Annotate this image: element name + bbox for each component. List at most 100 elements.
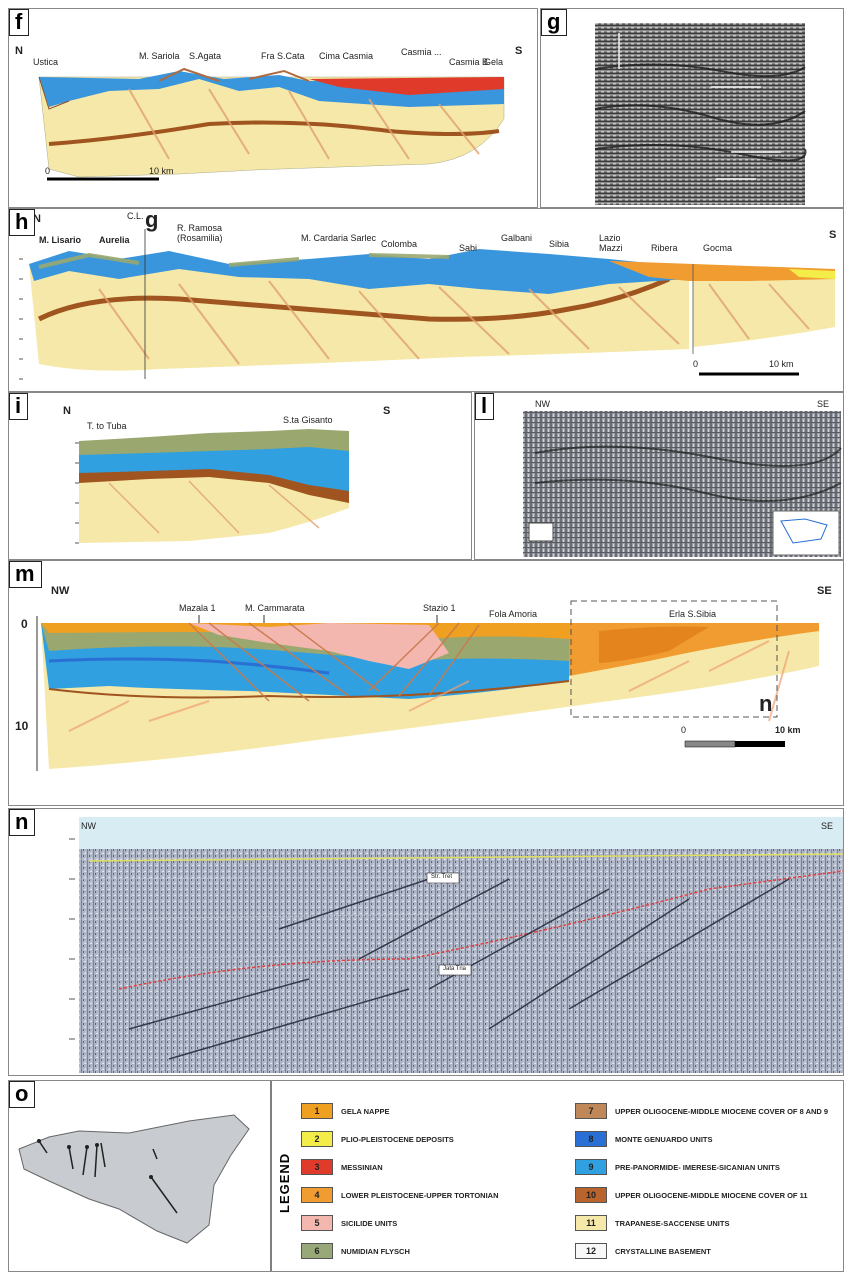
section-ref-g: g [145, 208, 159, 232]
panel-i: i N S T. to Tuba S.ta Gisanto [8, 392, 472, 560]
well-label: M. Cardaria Sarlec [301, 233, 377, 243]
scale-label: 10 km [775, 725, 801, 735]
cross-section-f [38, 67, 505, 181]
seismic-profile-g [594, 23, 807, 205]
seismic-profile-l [523, 411, 842, 557]
direction-nw-n: NW [81, 821, 96, 831]
well-label: Aurelia [99, 235, 130, 245]
legend-item: 2 PLIO-PLEISTOCENE DEPOSITS [301, 1131, 454, 1147]
panel-l: l NW SE [474, 392, 844, 560]
direction-s-i: S [383, 405, 391, 417]
well-label: M. Sariola [139, 51, 180, 61]
legend-swatch: 7 [575, 1103, 607, 1119]
panel-label-o: o [9, 1081, 36, 1108]
panel-n: n NW SE Str. Tret Jata Tria [8, 808, 844, 1076]
legend-item: 7 UPPER OLIGOCENE-MIDDLE MIOCENE COVER O… [575, 1103, 839, 1119]
well-label: Gela [484, 57, 504, 67]
legend-label: LOWER PLEISTOCENE-UPPER TORTONIAN [341, 1190, 499, 1200]
depth-label-10: 10 [15, 719, 29, 733]
direction-n-f: N [15, 45, 23, 57]
legend-item: 11 TRAPANESE-SACCENSE UNITS [575, 1215, 729, 1231]
panel-label-i: i [9, 393, 29, 420]
well-label: Erla S.Sibia [669, 609, 717, 619]
scale-zero: 0 [681, 725, 687, 735]
legend-label: PRE-PANORMIDE- IMERESE-SICANIAN UNITS [615, 1162, 780, 1172]
panel-o: o LEGEND 1 GELA NAPPE 2 PLIO-PLEISTOCENE… [8, 1080, 844, 1272]
legend-label: UPPER OLIGOCENE-MIDDLE MIOCENE COVER OF … [615, 1190, 808, 1200]
horizon-label: Jata Tria [443, 966, 467, 972]
well-label: S.Agata [189, 51, 222, 61]
direction-n-h: N [33, 213, 41, 225]
well-label: R. Ramosa [177, 223, 223, 233]
legend-swatch: 11 [575, 1215, 607, 1231]
legend-item: 10 UPPER OLIGOCENE-MIDDLE MIOCENE COVER … [575, 1187, 839, 1203]
location-map-sicily [18, 1081, 272, 1271]
panel-f: f N S Ustica M. Sariola S.Agata Fra S.Ca… [8, 8, 538, 208]
legend-swatch: 5 [301, 1215, 333, 1231]
direction-s-h: S [829, 229, 837, 241]
well-label: Ustica [33, 57, 59, 67]
panel-label-l: l [475, 393, 495, 420]
seismic-profile-n [69, 817, 843, 1073]
well-label: (Rosamilia) [177, 233, 223, 243]
legend-swatch: 6 [301, 1243, 333, 1259]
direction-nw-l: NW [535, 399, 550, 409]
cl-label: C.L. [127, 211, 144, 221]
scale-label: 10 km [149, 166, 174, 176]
cross-section-h [19, 229, 835, 380]
well-label: Galbani [501, 233, 533, 243]
well-label: M. Cammarata [245, 603, 305, 613]
well-label: Mazzi [599, 243, 623, 253]
legend-item: 8 MONTE GENUARDO UNITS [575, 1131, 713, 1147]
cross-section-m [36, 600, 819, 771]
legend-item: 12 CRYSTALLINE BASEMENT [575, 1243, 711, 1259]
legend-title: LEGEND [277, 1152, 292, 1213]
well-label: Lazio [599, 233, 621, 243]
direction-se-n: SE [821, 821, 834, 831]
legend-label: CRYSTALLINE BASEMENT [615, 1246, 711, 1256]
well-label: Sibia [549, 239, 570, 249]
direction-se-m: SE [817, 585, 832, 597]
panel-label-m: m [9, 561, 42, 588]
well-label: Casmia ... [401, 47, 442, 57]
legend-item: 3 MESSINIAN [301, 1159, 383, 1175]
scale-label: 10 km [769, 359, 794, 369]
legend-swatch: 12 [575, 1243, 607, 1259]
section-ref-n: n [759, 691, 773, 716]
well-label: Sabi [459, 243, 478, 253]
legend-label: NUMIDIAN FLYSCH [341, 1246, 410, 1256]
legend-swatch: 9 [575, 1159, 607, 1175]
legend-swatch: 3 [301, 1159, 333, 1175]
depth-label-0: 0 [21, 617, 28, 631]
direction-s-f: S [515, 45, 523, 57]
well-label: Fola Amoria [489, 609, 538, 619]
legend-item: 1 GELA NAPPE [301, 1103, 389, 1119]
well-label: Casmia B [449, 57, 489, 67]
horizon-label: Str. Tret [431, 874, 453, 880]
direction-nw-m: NW [51, 585, 70, 597]
well-label: Stazio 1 [423, 603, 456, 613]
scale-zero: 0 [693, 359, 699, 369]
panel-h: h N S C.L. g M. Lisario Aurelia R. Ramos… [8, 208, 844, 392]
legend-label: GELA NAPPE [341, 1106, 390, 1116]
legend-label: TRAPANESE-SACCENSE UNITS [615, 1218, 730, 1228]
legend-label: MESSINIAN [341, 1162, 383, 1172]
scale-zero: 0 [45, 166, 51, 176]
cross-section-i [75, 429, 349, 544]
legend-item: 9 PRE-PANORMIDE- IMERESE-SICANIAN UNITS [575, 1159, 780, 1175]
legend-swatch: 1 [301, 1103, 333, 1119]
panel-label-f: f [9, 9, 30, 36]
panel-g: g [540, 8, 844, 208]
direction-se-l: SE [817, 399, 830, 409]
legend-label: UPPER OLIGOCENE-MIDDLE MIOCENE COVER OF … [615, 1106, 829, 1116]
legend-label: MONTE GENUARDO UNITS [615, 1134, 713, 1144]
legend-label: SICILIDE UNITS [341, 1218, 398, 1228]
well-label: Fra S.Cata [261, 51, 305, 61]
panel-label-g: g [541, 9, 568, 36]
legend-swatch: 4 [301, 1187, 333, 1203]
legend-swatch: 2 [301, 1131, 333, 1147]
panel-m: m NW SE 0 10 Mazala 1 M. Cammarata Stazi… [8, 560, 844, 806]
direction-n-i: N [63, 405, 71, 417]
panel-label-n: n [9, 809, 36, 836]
well-label: M. Lisario [39, 235, 82, 245]
